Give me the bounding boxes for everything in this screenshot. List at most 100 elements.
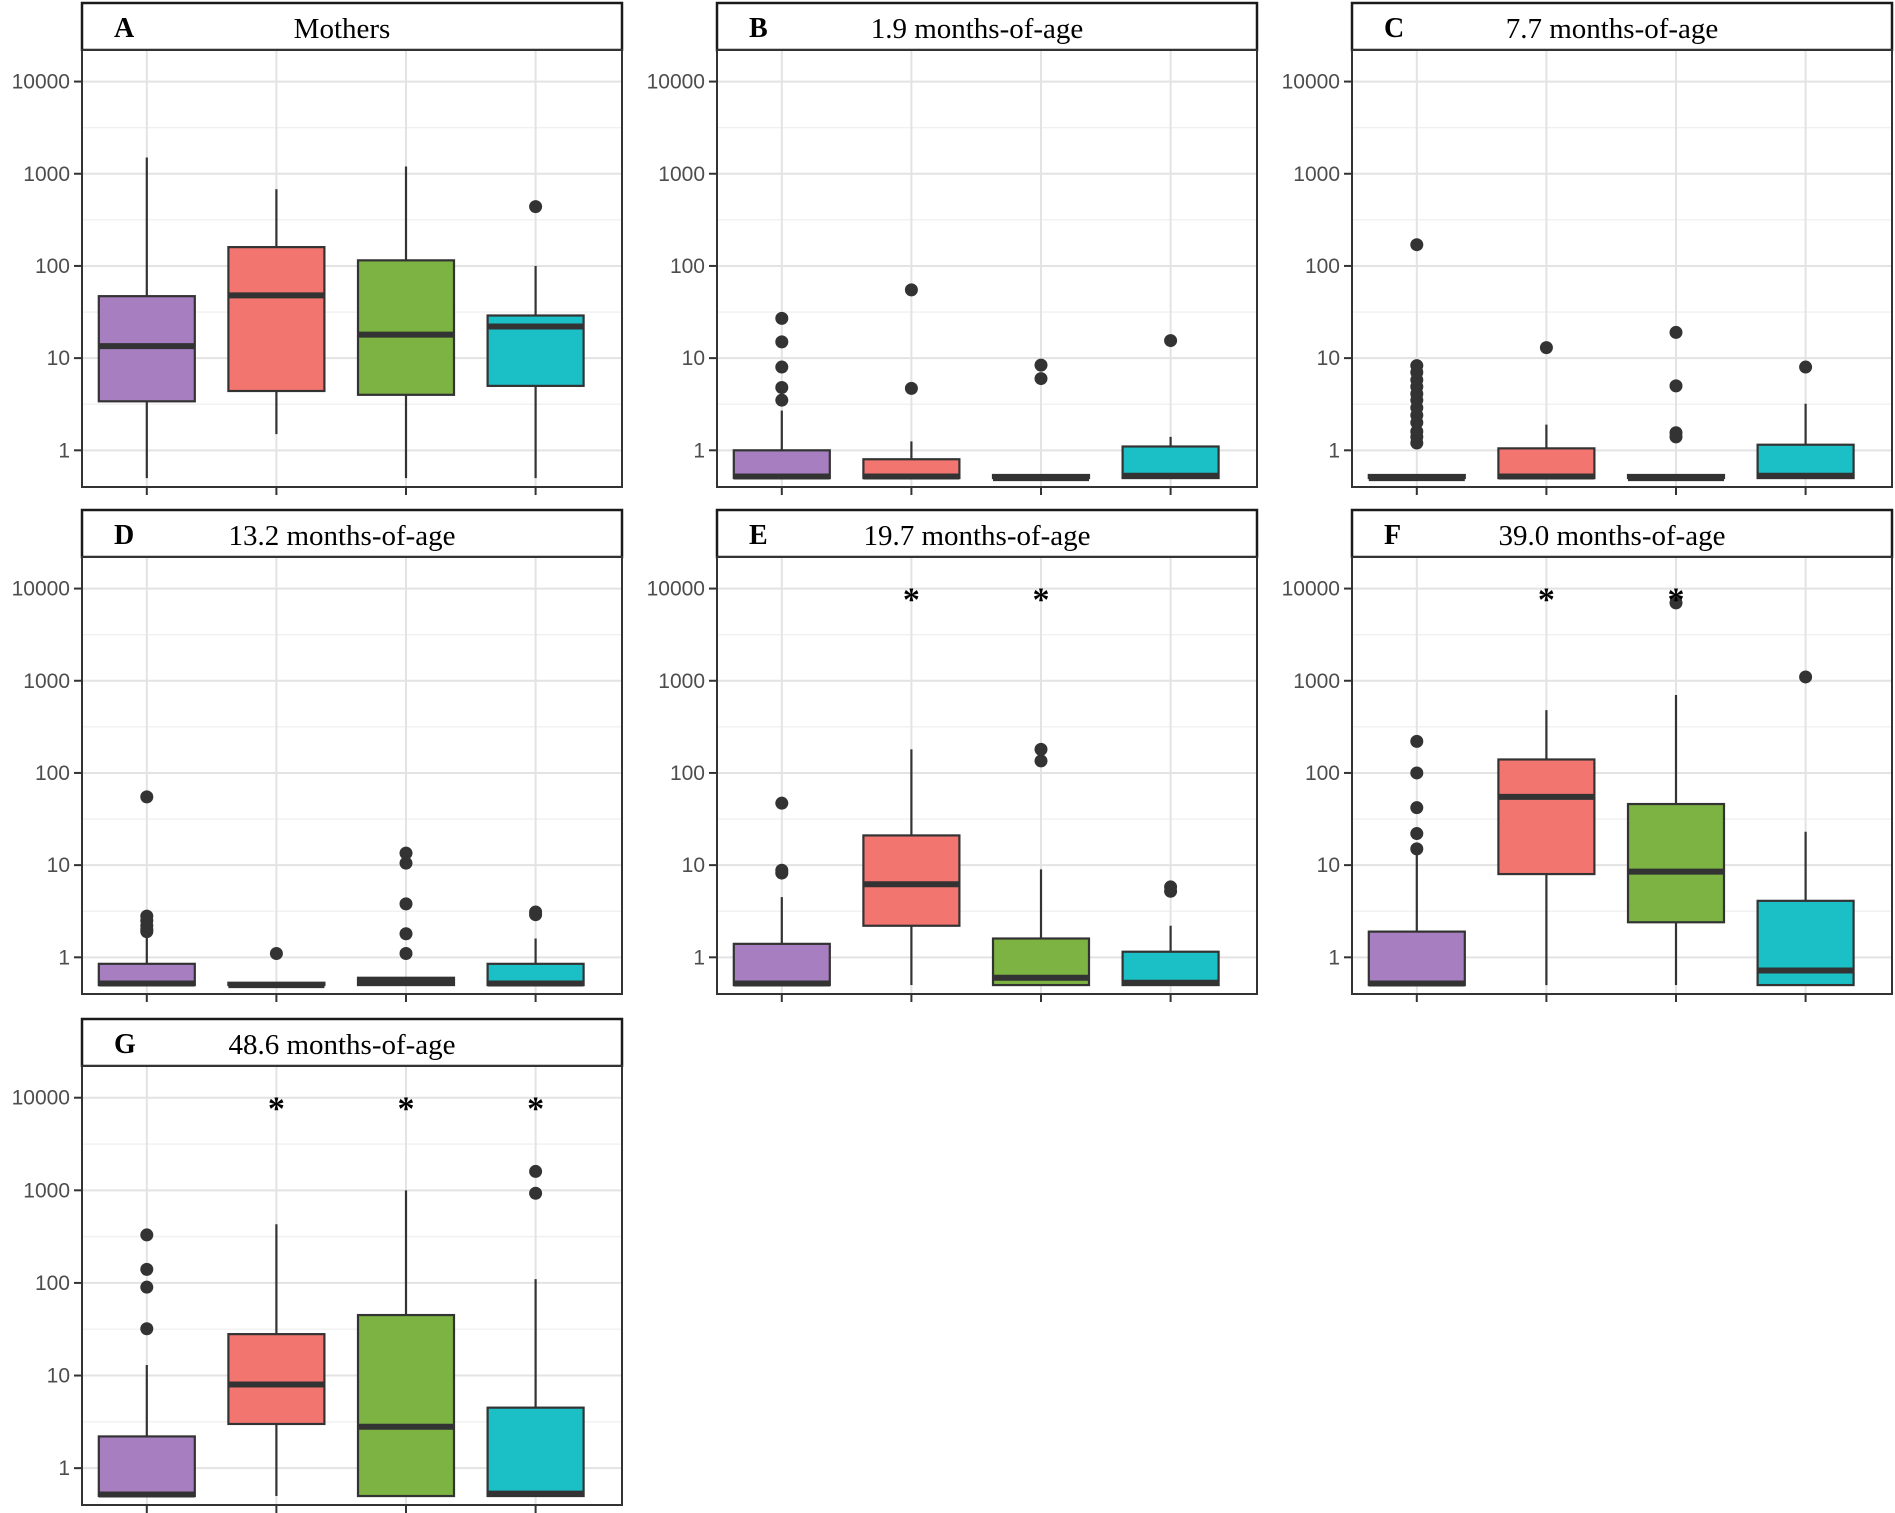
outlier-point: [775, 381, 789, 395]
panel-g-y-tick-label: 1: [58, 1457, 70, 1480]
outlier-point: [775, 360, 789, 374]
panel-g: G 48.6 months-of-age 1 10 100 1000 10000 * * *: [12, 1017, 624, 1513]
iqr-box: [862, 834, 961, 927]
panel-a: A Mothers 1 10 100 1000 10000: [12, 1, 624, 495]
panel-a-strip: [80, 1, 624, 52]
iqr-box: [1626, 802, 1726, 924]
outlier-point: [399, 946, 413, 960]
iqr-box: [1497, 758, 1596, 876]
outlier-point: [904, 381, 918, 395]
outlier-point: [399, 856, 413, 870]
outlier-point: [529, 200, 543, 214]
panel-d-y-tick-label: 10000: [12, 578, 70, 601]
panel-a-y-tick-label: 10000: [12, 71, 70, 94]
panel-c-title: 7.7 months-of-age: [1506, 13, 1719, 45]
outlier-point: [1410, 842, 1424, 856]
panel-d-strip: [80, 508, 624, 559]
outlier-point: [269, 946, 283, 960]
panel-f-box-3: *: [1626, 582, 1726, 986]
panel-f-box-1: [1367, 734, 1466, 987]
significance-star: *: [527, 1091, 544, 1128]
panel-e-plot-area: [716, 556, 1258, 995]
outlier-point: [1164, 334, 1178, 348]
outlier-point: [1669, 426, 1683, 440]
panel-b-strip: [715, 1, 1259, 52]
outlier-point: [140, 1262, 154, 1276]
outlier-point: [1410, 359, 1424, 373]
panel-c-y-tick-label: 10000: [1282, 71, 1340, 94]
panel-c: C 7.7 months-of-age 1 10 100 1000 10000: [1282, 1, 1894, 495]
outlier-point: [140, 1280, 154, 1294]
panel-b: B 1.9 months-of-age 1 10 100 1000 10000: [647, 1, 1259, 495]
panel-c-box-3: [1626, 325, 1726, 482]
panel-c-strip: [1350, 1, 1894, 52]
significance-star: *: [903, 582, 920, 619]
panel-g-y-tick-label: 1000: [23, 1179, 70, 1202]
panel-g-box-3: *: [356, 1091, 456, 1498]
panel-g-box-2: *: [227, 1091, 326, 1497]
panel-c-box-2: [1497, 341, 1596, 480]
panel-f-title: 39.0 months-of-age: [1498, 520, 1725, 552]
panel-b-box-4: [1121, 334, 1220, 480]
iqr-box: [356, 1313, 456, 1498]
panel-f-box-4: [1756, 670, 1855, 987]
outlier-point: [1410, 734, 1424, 748]
panel-b-y-tick-label: 1000: [658, 163, 705, 186]
panel-g-strip: [80, 1017, 624, 1068]
outlier-point: [140, 1228, 154, 1242]
panel-d-title: 13.2 months-of-age: [228, 520, 455, 552]
outlier-point: [140, 1322, 154, 1336]
iqr-box: [732, 942, 831, 987]
panel-a-box-4: [486, 200, 585, 479]
outlier-point: [1669, 379, 1683, 393]
outlier-point: [775, 393, 789, 407]
panel-f-box-2: *: [1497, 582, 1596, 986]
iqr-box: [227, 1333, 326, 1426]
outlier-point: [1410, 424, 1424, 438]
outlier-point: [529, 1186, 543, 1200]
panel-b-box-1: [732, 311, 831, 480]
panel-c-y-tick-label: 10: [1317, 347, 1340, 370]
panel-c-box-1: [1367, 238, 1466, 482]
panel-d-letter: D: [114, 520, 134, 551]
outlier-point: [775, 863, 789, 877]
panel-g-letter: G: [114, 1029, 136, 1060]
panel-a-plot-area: [81, 49, 623, 488]
panel-f: F 39.0 months-of-age 1 10 100 1000 10000 * *: [1282, 508, 1894, 1002]
iqr-box: [97, 1435, 196, 1498]
panel-a-title: Mothers: [294, 13, 391, 45]
panel-f-y-tick-label: 100: [1305, 762, 1340, 785]
outlier-point: [1034, 372, 1048, 386]
panel-e-y-tick-label: 100: [670, 762, 705, 785]
outlier-point: [1410, 238, 1424, 252]
panel-b-letter: B: [749, 13, 768, 44]
outlier-point: [904, 283, 918, 297]
outlier-point: [775, 335, 789, 349]
panel-b-y-tick-label: 1: [693, 439, 705, 462]
panel-g-y-tick-label: 10000: [12, 1087, 70, 1110]
outlier-point: [1034, 742, 1048, 756]
panel-f-y-tick-label: 10000: [1282, 578, 1340, 601]
panel-b-box-2: [862, 283, 961, 480]
significance-star: *: [1033, 582, 1050, 619]
panel-c-box-4: [1756, 360, 1855, 480]
outlier-point: [775, 796, 789, 810]
outlier-point: [1669, 325, 1683, 339]
panel-e-y-tick-label: 1000: [658, 670, 705, 693]
panel-g-box-4: *: [486, 1091, 585, 1498]
panel-d-y-tick-label: 10: [47, 854, 70, 877]
panel-g-y-tick-label: 100: [35, 1272, 70, 1295]
panel-a-box-1: [97, 157, 196, 479]
significance-star: *: [268, 1091, 285, 1128]
panel-b-plot-area: [716, 49, 1258, 488]
panel-c-y-tick-label: 1: [1328, 439, 1340, 462]
panel-f-letter: F: [1384, 520, 1401, 551]
panel-e-y-tick-label: 10: [682, 854, 705, 877]
panel-f-strip: [1350, 508, 1894, 559]
panel-e-y-tick-label: 1: [693, 946, 705, 969]
outlier-point: [1164, 880, 1178, 894]
panel-f-y-tick-label: 10: [1317, 854, 1340, 877]
outlier-point: [399, 846, 413, 860]
panel-e-letter: E: [749, 520, 768, 551]
